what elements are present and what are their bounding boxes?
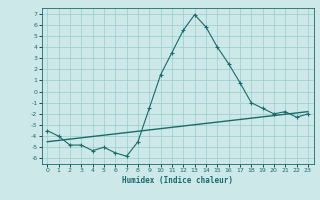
X-axis label: Humidex (Indice chaleur): Humidex (Indice chaleur) [122,176,233,185]
